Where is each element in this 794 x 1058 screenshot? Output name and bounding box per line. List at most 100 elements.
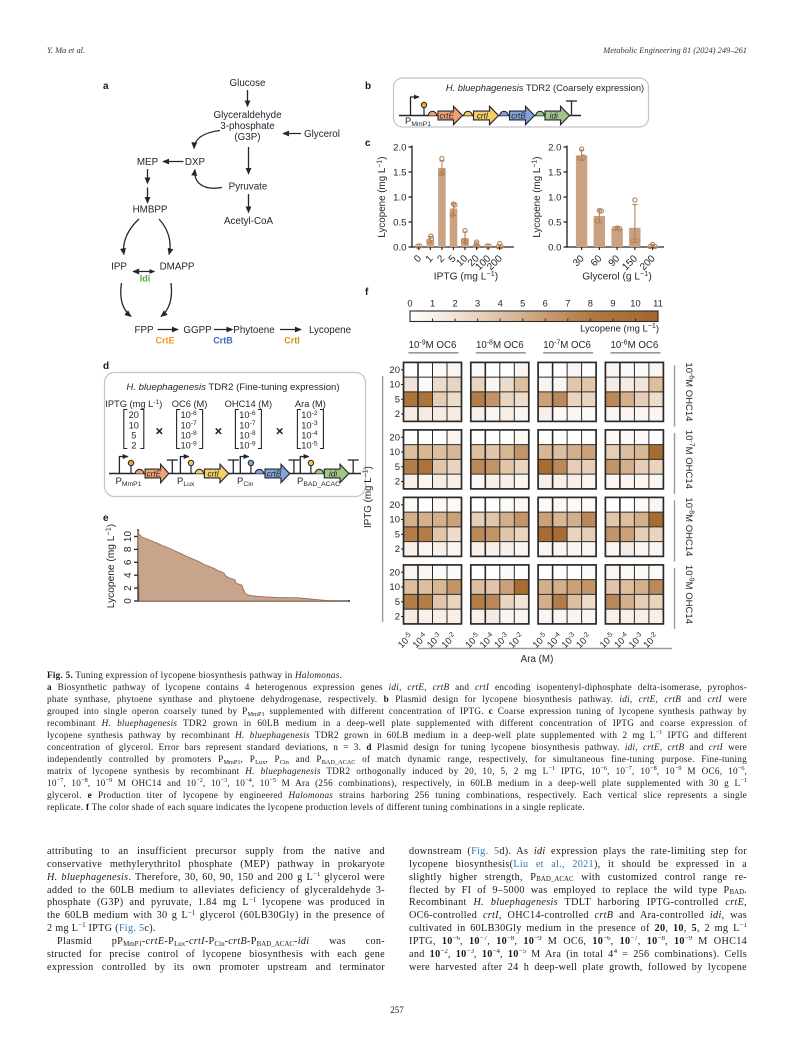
svg-text:0.5: 0.5 (548, 217, 561, 228)
svg-text:1.5: 1.5 (393, 167, 406, 178)
svg-text:5: 5 (395, 597, 400, 608)
svg-text:d: d (103, 361, 109, 372)
svg-text:Lycopene (mg L−1): Lycopene (mg L−1) (532, 156, 543, 237)
svg-text:11: 11 (653, 299, 663, 309)
svg-text:2: 2 (395, 409, 400, 420)
svg-text:60: 60 (589, 253, 605, 269)
svg-text:idi: idi (550, 112, 558, 121)
svg-text:1: 1 (424, 253, 436, 265)
svg-text:7: 7 (565, 299, 570, 309)
svg-text:0.5: 0.5 (393, 217, 406, 228)
svg-text:2: 2 (395, 612, 400, 623)
svg-text:150: 150 (620, 253, 640, 273)
svg-text:4: 4 (498, 299, 503, 309)
svg-text:0.0: 0.0 (393, 242, 406, 253)
svg-text:20: 20 (389, 500, 400, 511)
svg-text:2.0: 2.0 (548, 142, 561, 153)
svg-text:2.0: 2.0 (393, 142, 406, 153)
svg-text:10-2: 10-2 (574, 631, 593, 650)
svg-text:5: 5 (131, 430, 136, 440)
svg-text:Glycerol: Glycerol (304, 129, 340, 140)
svg-text:0: 0 (412, 253, 424, 265)
svg-text:0: 0 (123, 598, 134, 604)
svg-text:MEP: MEP (137, 157, 159, 168)
svg-text:0: 0 (407, 299, 412, 309)
svg-text:10: 10 (123, 531, 134, 543)
svg-text:10-7: 10-7 (180, 420, 197, 430)
svg-text:2: 2 (395, 477, 400, 488)
svg-text:IPTG (mg L−1): IPTG (mg L−1) (363, 466, 374, 528)
svg-text:10: 10 (389, 515, 400, 526)
svg-text:crtB: crtB (267, 470, 282, 479)
svg-text:2: 2 (435, 253, 447, 265)
svg-text:10-6: 10-6 (180, 410, 197, 420)
svg-text:20: 20 (389, 432, 400, 443)
svg-text:IPP: IPP (111, 262, 127, 273)
svg-text:1: 1 (430, 299, 435, 309)
svg-text:10-2: 10-2 (301, 410, 318, 420)
svg-text:10-8: 10-8 (180, 430, 197, 440)
svg-text:20: 20 (389, 365, 400, 376)
svg-text:2: 2 (453, 299, 458, 309)
svg-text:FPP: FPP (134, 325, 154, 336)
svg-text:5: 5 (395, 394, 400, 405)
svg-text:(G3P): (G3P) (234, 132, 260, 143)
svg-text:10-7M OC6: 10-7M OC6 (543, 340, 591, 351)
svg-text:DXP: DXP (185, 157, 206, 168)
svg-text:c: c (365, 138, 371, 149)
svg-text:Phytoene: Phytoene (233, 325, 275, 336)
svg-text:a: a (103, 81, 109, 92)
svg-text:Lycopene (mg L−1): Lycopene (mg L−1) (580, 323, 659, 334)
svg-text:HMBPP: HMBPP (133, 205, 168, 216)
svg-text:Acetyl-CoA: Acetyl-CoA (224, 216, 273, 227)
svg-text:10-7M OHC14: 10-7M OHC14 (683, 430, 694, 489)
svg-text:e: e (103, 513, 109, 524)
svg-text:Glucose: Glucose (230, 78, 266, 89)
svg-text:CrtE: CrtE (155, 336, 174, 346)
svg-text:Lycopene (mg L−1): Lycopene (mg L−1) (377, 156, 388, 237)
svg-text:9: 9 (610, 299, 615, 309)
svg-text:5: 5 (395, 462, 400, 473)
svg-text:4: 4 (123, 572, 134, 578)
svg-text:10-8M OC6: 10-8M OC6 (476, 340, 524, 351)
svg-text:10-8: 10-8 (239, 430, 256, 440)
svg-text:1.0: 1.0 (393, 192, 406, 203)
svg-text:10: 10 (389, 582, 400, 593)
svg-text:H. bluephagenesis TDR2 (Fine-t: H. bluephagenesis TDR2 (Fine-tuning expr… (126, 382, 339, 393)
svg-text:Lycopene: Lycopene (309, 325, 352, 336)
svg-text:8: 8 (123, 546, 134, 552)
svg-text:6: 6 (543, 299, 548, 309)
svg-text:CrtB: CrtB (213, 336, 233, 346)
svg-text:crtI: crtI (477, 112, 489, 121)
svg-text:6: 6 (123, 559, 134, 565)
svg-text:20: 20 (129, 410, 139, 420)
svg-text:10-2: 10-2 (507, 631, 526, 650)
svg-text:OC6 (M): OC6 (M) (172, 399, 208, 409)
svg-text:crtI: crtI (208, 470, 220, 479)
svg-text:IPTG (mg L−1): IPTG (mg L−1) (434, 269, 498, 283)
svg-text:2: 2 (395, 544, 400, 555)
svg-text:GGPP: GGPP (183, 325, 212, 336)
svg-text:×: × (156, 424, 164, 439)
svg-text:10: 10 (630, 299, 640, 309)
svg-text:Glycerol (g L−1): Glycerol (g L−1) (582, 269, 651, 283)
svg-text:10-7: 10-7 (239, 420, 256, 430)
svg-text:×: × (276, 424, 284, 439)
svg-text:30: 30 (571, 253, 587, 269)
svg-text:f: f (365, 287, 369, 298)
svg-text:Idi: Idi (140, 274, 151, 284)
svg-text:H. bluephagenesis TDR2 (Coarse: H. bluephagenesis TDR2 (Coarsely express… (446, 82, 644, 93)
svg-text:×: × (215, 424, 223, 439)
svg-text:0.0: 0.0 (548, 242, 561, 253)
svg-text:10-6: 10-6 (239, 410, 256, 420)
svg-text:Ara (M): Ara (M) (295, 399, 326, 409)
svg-text:8: 8 (588, 299, 593, 309)
svg-text:b: b (365, 81, 371, 92)
svg-text:10: 10 (389, 447, 400, 458)
svg-text:idi: idi (329, 470, 337, 479)
svg-text:1.5: 1.5 (548, 167, 561, 178)
svg-text:10-6M OC6: 10-6M OC6 (611, 340, 659, 351)
svg-text:20: 20 (389, 567, 400, 578)
svg-text:3: 3 (475, 299, 480, 309)
svg-text:crtE: crtE (439, 112, 454, 121)
